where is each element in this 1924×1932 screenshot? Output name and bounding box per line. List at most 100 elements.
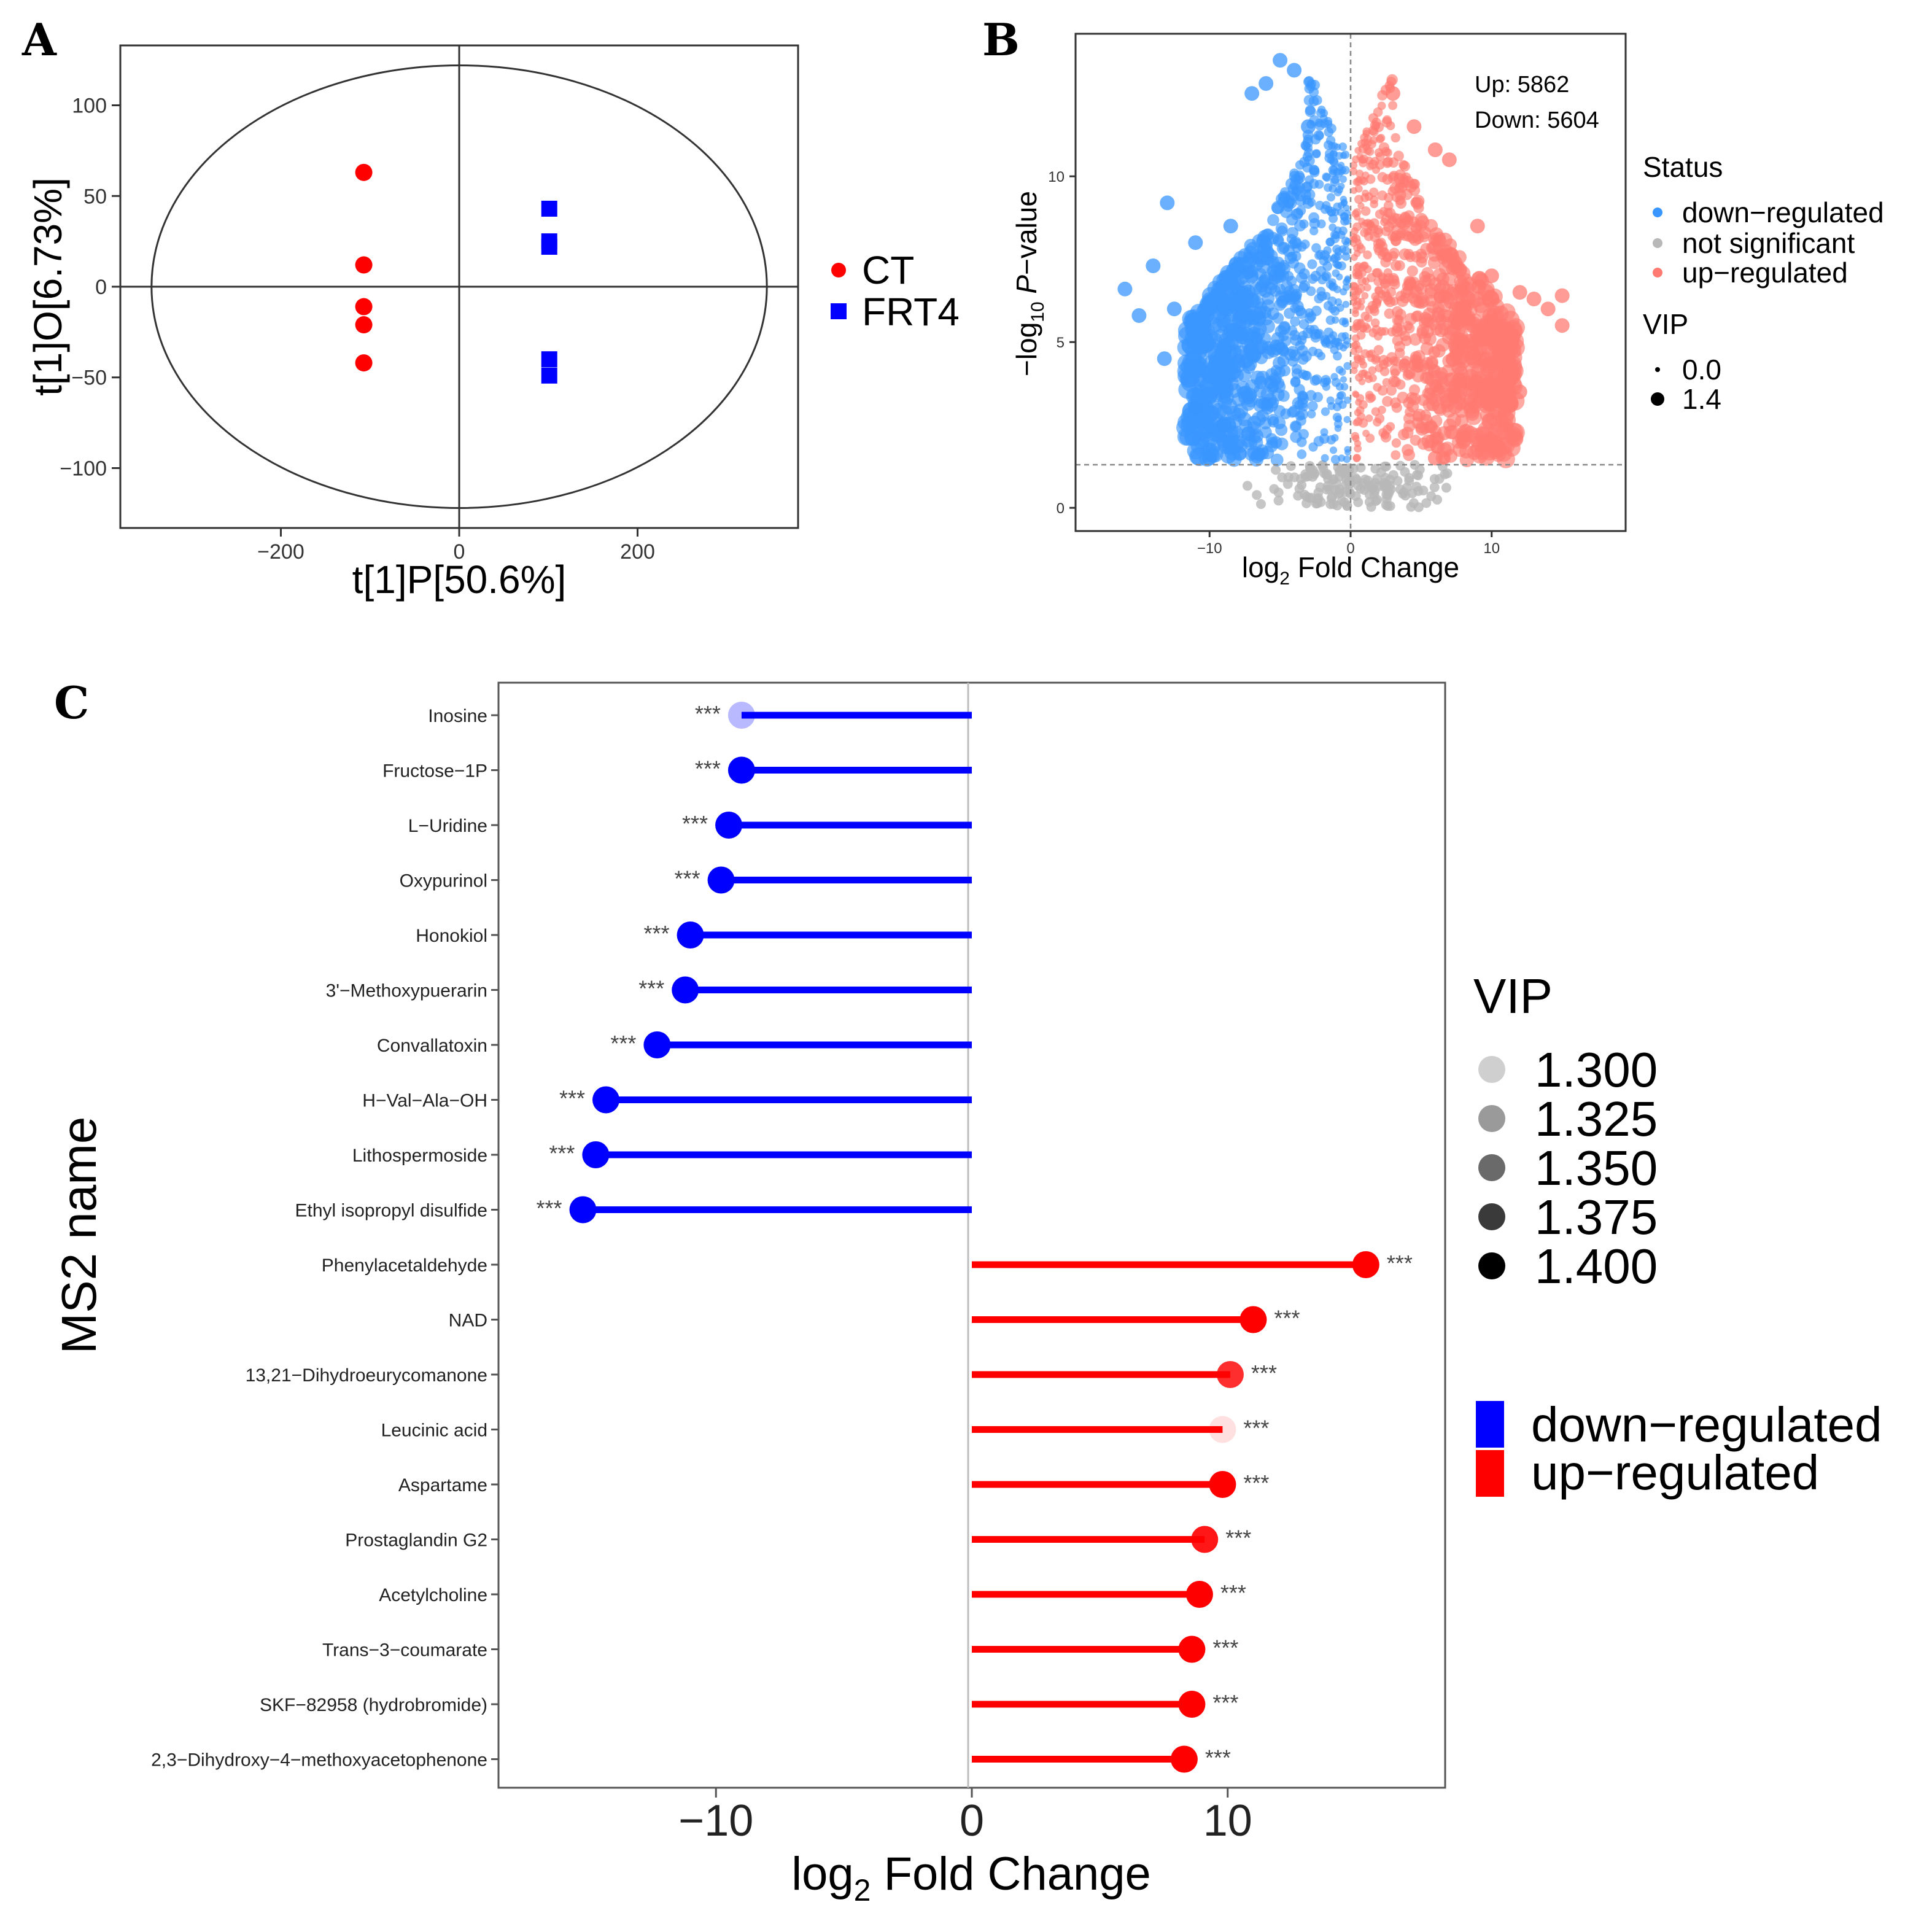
panel-b: B −10 0 10 0 5 10 Up: 5862 Down: 5604 log2 Fo… — [982, 14, 1884, 589]
up-point — [1406, 119, 1422, 134]
down-point — [1205, 438, 1221, 454]
up-point — [1351, 334, 1360, 343]
ns-point — [1382, 485, 1392, 495]
panel-b-x-tick-label: −10 — [1197, 540, 1222, 557]
up-point — [1368, 113, 1378, 123]
down-point — [1273, 339, 1286, 352]
up-point — [1349, 167, 1358, 176]
down-point — [1273, 416, 1286, 430]
up-point — [1386, 385, 1397, 396]
down-point — [1332, 231, 1340, 239]
up-point — [1441, 152, 1457, 168]
up-point — [1354, 444, 1362, 453]
up-point — [1554, 318, 1570, 333]
down-point — [1340, 382, 1349, 391]
down-point — [1339, 175, 1348, 183]
up-point — [1464, 349, 1480, 366]
up-point — [1354, 355, 1362, 363]
down-point — [1289, 330, 1300, 341]
metabolite-label: 2,3−Dihydroxy−4−methoxyacetophenone — [151, 1750, 487, 1771]
down-point — [1265, 433, 1278, 445]
down-point — [1289, 284, 1300, 295]
down-point — [1336, 303, 1344, 312]
down-point — [1324, 140, 1333, 150]
annotation-up-count: Up: 5862 — [1475, 72, 1569, 98]
up-point — [1428, 232, 1442, 246]
down-point — [1333, 402, 1342, 411]
up-point — [1430, 415, 1443, 427]
down-point — [1289, 168, 1300, 179]
legend-ct-marker — [831, 263, 846, 277]
down-point — [1340, 152, 1348, 159]
panel-b-ylabel-space — [1010, 294, 1042, 302]
down-point — [1188, 401, 1203, 416]
down-point — [1314, 293, 1324, 304]
significance-label: *** — [1220, 1580, 1246, 1605]
up-point — [1361, 171, 1370, 180]
up-point — [1349, 161, 1358, 169]
up-point — [1476, 434, 1492, 450]
up-point — [1384, 193, 1394, 203]
down-point — [1190, 362, 1206, 379]
panel-a-x-axis-label: t[1]P[50.6%] — [352, 557, 567, 602]
panel-a-y-tick-label: 50 — [83, 185, 107, 208]
up-point — [1383, 252, 1392, 262]
down-point — [1321, 454, 1329, 462]
down-point — [1247, 326, 1260, 340]
ns-point — [1308, 471, 1318, 482]
down-point — [1332, 413, 1342, 422]
up-point — [1386, 74, 1398, 86]
up-point — [1398, 429, 1410, 441]
up-point — [1367, 273, 1376, 282]
lollipop-head — [677, 921, 704, 949]
metabolite-label: Convallatoxin — [377, 1036, 487, 1056]
legend-ns-marker — [1653, 238, 1662, 248]
down-point — [1301, 370, 1312, 381]
down-point — [1200, 335, 1217, 352]
up-point — [1540, 301, 1556, 317]
significance-label: *** — [536, 1196, 562, 1221]
ns-point — [1432, 494, 1443, 505]
up-point — [1422, 371, 1435, 384]
down-point — [1312, 95, 1322, 106]
panel-b-y-tick-label: 0 — [1057, 500, 1065, 517]
down-point — [1199, 422, 1216, 439]
down-point — [1227, 322, 1243, 339]
up-point — [1361, 292, 1369, 300]
up-point — [1427, 451, 1443, 466]
legend-vip-small-label: 0.0 — [1682, 354, 1721, 386]
up-point — [1363, 250, 1372, 260]
legend-vip-title-b: VIP — [1643, 308, 1688, 340]
up-point — [1349, 282, 1358, 290]
down-point — [1307, 259, 1317, 270]
up-point — [1377, 385, 1388, 396]
down-point — [1296, 436, 1307, 448]
lollipop-head — [1185, 1581, 1213, 1608]
down-point — [1303, 143, 1313, 152]
up-point — [1383, 157, 1394, 167]
legend-vip-shade-marker — [1478, 1203, 1505, 1230]
ct-point — [355, 354, 373, 372]
panel-a-x-tick-label: 0 — [454, 540, 465, 564]
down-point — [1343, 278, 1350, 286]
panel-c-x-tick-label: 0 — [960, 1796, 984, 1845]
up-point — [1360, 369, 1368, 377]
down-point — [1324, 149, 1335, 159]
up-point — [1392, 322, 1403, 333]
lollipop-head — [1216, 1361, 1244, 1388]
down-point — [1216, 417, 1232, 433]
down-point — [1217, 345, 1232, 360]
down-point — [1278, 330, 1289, 341]
ns-point — [1429, 482, 1440, 492]
up-point — [1415, 282, 1427, 295]
up-point — [1359, 269, 1367, 277]
up-point — [1429, 432, 1442, 444]
panel-b-ylabel-sub: 10 — [1028, 301, 1048, 322]
down-point — [1261, 319, 1275, 333]
up-point — [1438, 316, 1453, 331]
up-point — [1353, 249, 1361, 257]
panel-a-x-tick-label: −200 — [257, 540, 305, 564]
up-point — [1390, 368, 1400, 378]
up-point — [1391, 450, 1401, 460]
